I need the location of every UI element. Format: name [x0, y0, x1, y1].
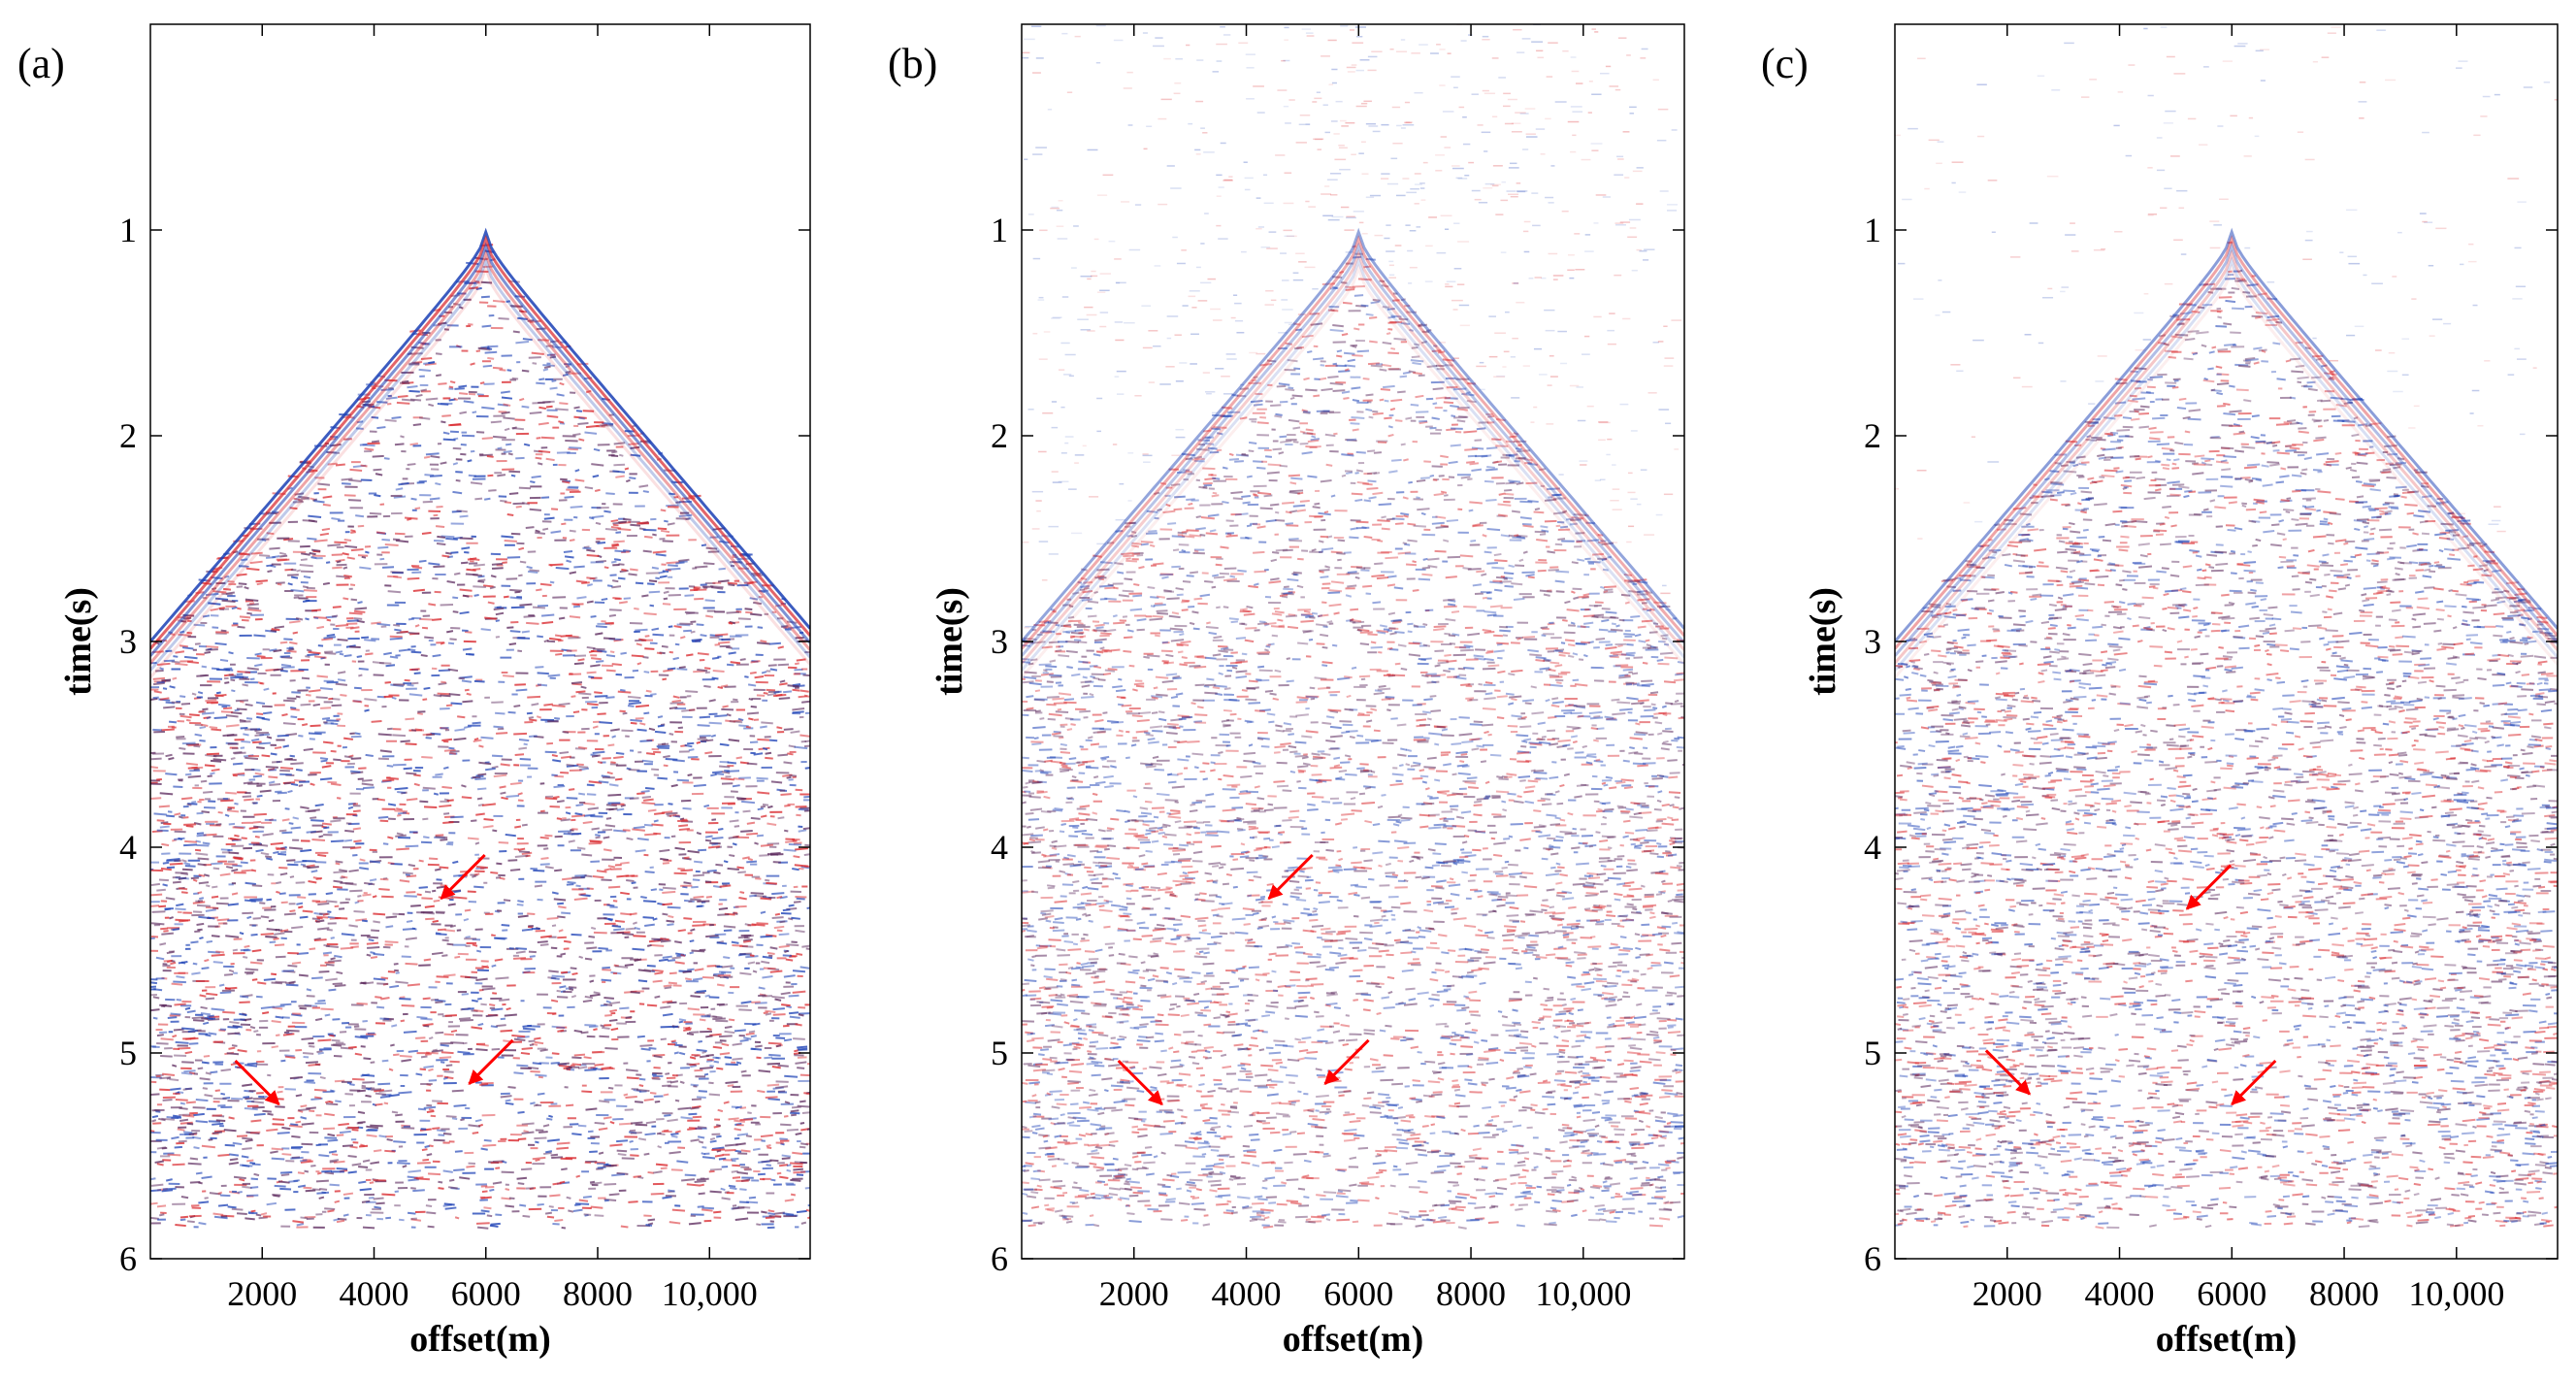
y-tick-label: 1	[119, 211, 137, 249]
red-arrow	[2185, 864, 2233, 910]
y-tick-label: 4	[119, 828, 137, 867]
y-tick-label: 4	[1864, 828, 1881, 867]
red-arrow	[2231, 1059, 2277, 1106]
x-tick-label: 4000	[1212, 1274, 1282, 1313]
x-tick-label: 10,000	[1535, 1274, 1631, 1313]
y-tick-label: 3	[1864, 622, 1881, 661]
panel-3: 1 2 3 4 5 6 2000 4000 6000 8000 10,000 offset(m) tim…	[1761, 23, 2559, 1360]
x-tick-label: 8000	[563, 1274, 633, 1313]
x-tick-label: 8000	[1436, 1274, 1506, 1313]
seismic-gather	[1895, 26, 2558, 1230]
y-tick-label: 6	[1864, 1239, 1881, 1278]
y-axis-title: time(s)	[1803, 587, 1843, 696]
red-arrow	[1117, 1059, 1163, 1106]
panel-2: 1 2 3 4 5 6 2000 4000 6000 8000 10,000 offset(m) tim…	[888, 23, 1685, 1360]
x-tick-label: 10,000	[2408, 1274, 2504, 1313]
x-tick-label: 8000	[2309, 1274, 2379, 1313]
y-tick-label: 3	[991, 622, 1008, 661]
x-tick-label: 2000	[1099, 1274, 1169, 1313]
y-tick-label: 6	[991, 1239, 1008, 1278]
x-tick-label: 6000	[2197, 1274, 2266, 1313]
x-tick-label: 2000	[1973, 1274, 2042, 1313]
y-axis-title: time(s)	[929, 587, 970, 696]
panel-label: (b)	[888, 40, 937, 87]
x-tick-label: 4000	[340, 1274, 409, 1313]
seismic-gather	[1022, 24, 1684, 1230]
panel-1: 1 2 3 4 5 6 2000 4000 6000 8000 10,000 offset(m) tim…	[17, 23, 811, 1360]
y-tick-label: 5	[1864, 1034, 1881, 1072]
red-arrow	[234, 1059, 280, 1106]
red-arrow	[1323, 1038, 1370, 1085]
x-tick-label: 10,000	[662, 1274, 758, 1313]
y-tick-label: 2	[1864, 416, 1881, 455]
y-axis-title: time(s)	[58, 587, 99, 696]
x-tick-label: 6000	[1323, 1274, 1393, 1313]
y-tick-label: 4	[991, 828, 1008, 867]
y-tick-label: 1	[991, 211, 1008, 249]
y-tick-label: 2	[119, 416, 137, 455]
y-tick-label: 5	[119, 1034, 137, 1072]
x-tick-label: 6000	[451, 1274, 521, 1313]
y-tick-label: 2	[991, 416, 1008, 455]
red-arrow	[468, 1038, 514, 1085]
red-arrow	[1984, 1049, 2031, 1096]
y-tick-label: 5	[991, 1034, 1008, 1072]
red-arrow	[1267, 853, 1314, 901]
x-axis-title: offset(m)	[409, 1319, 551, 1360]
x-axis-title: offset(m)	[2156, 1319, 2298, 1360]
panel-label: (a)	[17, 40, 65, 87]
panel-label: (c)	[1761, 40, 1809, 87]
x-tick-label: 4000	[2085, 1274, 2155, 1313]
x-tick-label: 2000	[227, 1274, 297, 1313]
seismic-gather	[150, 227, 810, 1230]
x-axis-title: offset(m)	[1283, 1319, 1424, 1360]
y-tick-label: 1	[1864, 211, 1881, 249]
y-tick-label: 3	[119, 622, 137, 661]
red-arrow	[440, 853, 486, 901]
y-tick-label: 6	[119, 1239, 137, 1278]
